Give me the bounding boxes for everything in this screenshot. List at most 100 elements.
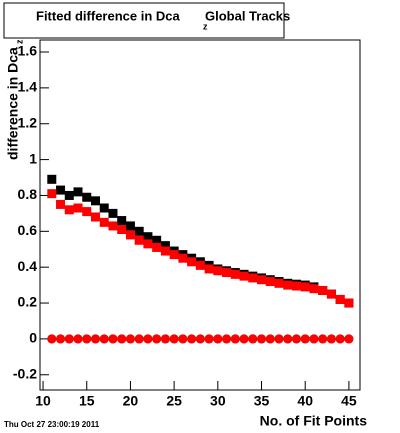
point — [195, 260, 205, 270]
x-tick-label: 15 — [79, 393, 95, 409]
point — [108, 334, 118, 344]
x-tick-label: 10 — [35, 393, 51, 409]
point — [125, 221, 135, 231]
point — [265, 277, 275, 287]
y-tick-label: 1 — [29, 150, 37, 166]
y-axis-label: difference in Dca — [5, 47, 21, 160]
point — [82, 207, 92, 217]
point — [73, 203, 83, 213]
point — [283, 280, 293, 290]
y-tick-label: 0.4 — [18, 258, 38, 274]
point — [318, 334, 328, 344]
point — [143, 334, 153, 344]
point — [125, 230, 135, 240]
point — [230, 334, 240, 344]
point — [222, 268, 232, 278]
point — [117, 334, 127, 344]
x-tick-label: 45 — [341, 393, 357, 409]
point — [335, 294, 345, 304]
point — [204, 334, 214, 344]
point — [108, 208, 118, 218]
point — [169, 250, 179, 260]
point — [222, 334, 232, 344]
point — [90, 196, 100, 206]
point — [248, 273, 258, 283]
point — [300, 334, 310, 344]
x-tick-label: 30 — [210, 393, 226, 409]
point — [300, 282, 310, 292]
point — [248, 334, 258, 344]
point — [108, 221, 118, 231]
point — [213, 334, 223, 344]
y-tick-label: 0.6 — [18, 222, 38, 238]
point — [169, 334, 179, 344]
title-suffix: Global Tracks — [205, 8, 290, 23]
y-tick-label: 0.2 — [18, 294, 38, 310]
point — [291, 281, 301, 291]
point — [239, 334, 249, 344]
point — [99, 217, 109, 227]
chart-title: Fitted difference in Dca — [36, 8, 181, 23]
point — [178, 253, 188, 263]
point — [99, 334, 109, 344]
point — [64, 334, 74, 344]
point — [344, 334, 354, 344]
point — [178, 334, 188, 344]
point — [73, 187, 83, 197]
y-tick-label: 1.2 — [18, 114, 38, 130]
point — [117, 216, 127, 226]
point — [344, 298, 354, 308]
point — [257, 334, 267, 344]
plot-frame — [39, 39, 361, 391]
point — [47, 334, 57, 344]
x-tick-label: 35 — [254, 393, 270, 409]
footer: Thu Oct 27 23:00:19 2011 — [4, 420, 100, 429]
point — [56, 334, 66, 344]
point — [152, 235, 162, 245]
point — [283, 334, 293, 344]
point — [160, 246, 170, 256]
point — [134, 235, 144, 245]
point — [160, 334, 170, 344]
point — [257, 275, 267, 285]
point — [134, 334, 144, 344]
x-tick-label: 20 — [123, 393, 139, 409]
point — [73, 334, 83, 344]
point — [195, 334, 205, 344]
x-tick-label: 40 — [297, 393, 313, 409]
point — [291, 334, 301, 344]
x-axis-label: No. of Fit Points — [260, 413, 368, 429]
y-tick-label: 0.8 — [18, 186, 38, 202]
point — [326, 289, 336, 299]
point — [187, 334, 197, 344]
point — [309, 284, 319, 294]
point — [335, 334, 345, 344]
point — [213, 266, 223, 276]
point — [56, 185, 66, 195]
point — [318, 285, 328, 295]
x-tick-label: 25 — [166, 393, 182, 409]
point — [143, 232, 153, 242]
y-tick-label: 0 — [29, 330, 37, 346]
point — [117, 225, 127, 235]
point — [134, 226, 144, 236]
y-tick-label: -0.2 — [13, 365, 37, 381]
point — [143, 239, 153, 249]
point — [265, 334, 275, 344]
title-subscript: z — [203, 21, 208, 31]
point — [239, 271, 249, 281]
point — [152, 242, 162, 252]
y-axis-label-subscript: z — [14, 39, 24, 44]
y-tick-label: 1.6 — [18, 43, 38, 59]
point — [152, 334, 162, 344]
point — [230, 269, 240, 279]
title-box — [3, 2, 285, 39]
point — [82, 192, 92, 202]
y-tick-label: 1.4 — [18, 79, 38, 95]
point — [274, 278, 284, 288]
point — [56, 199, 66, 209]
point — [64, 205, 74, 215]
point — [47, 189, 57, 199]
